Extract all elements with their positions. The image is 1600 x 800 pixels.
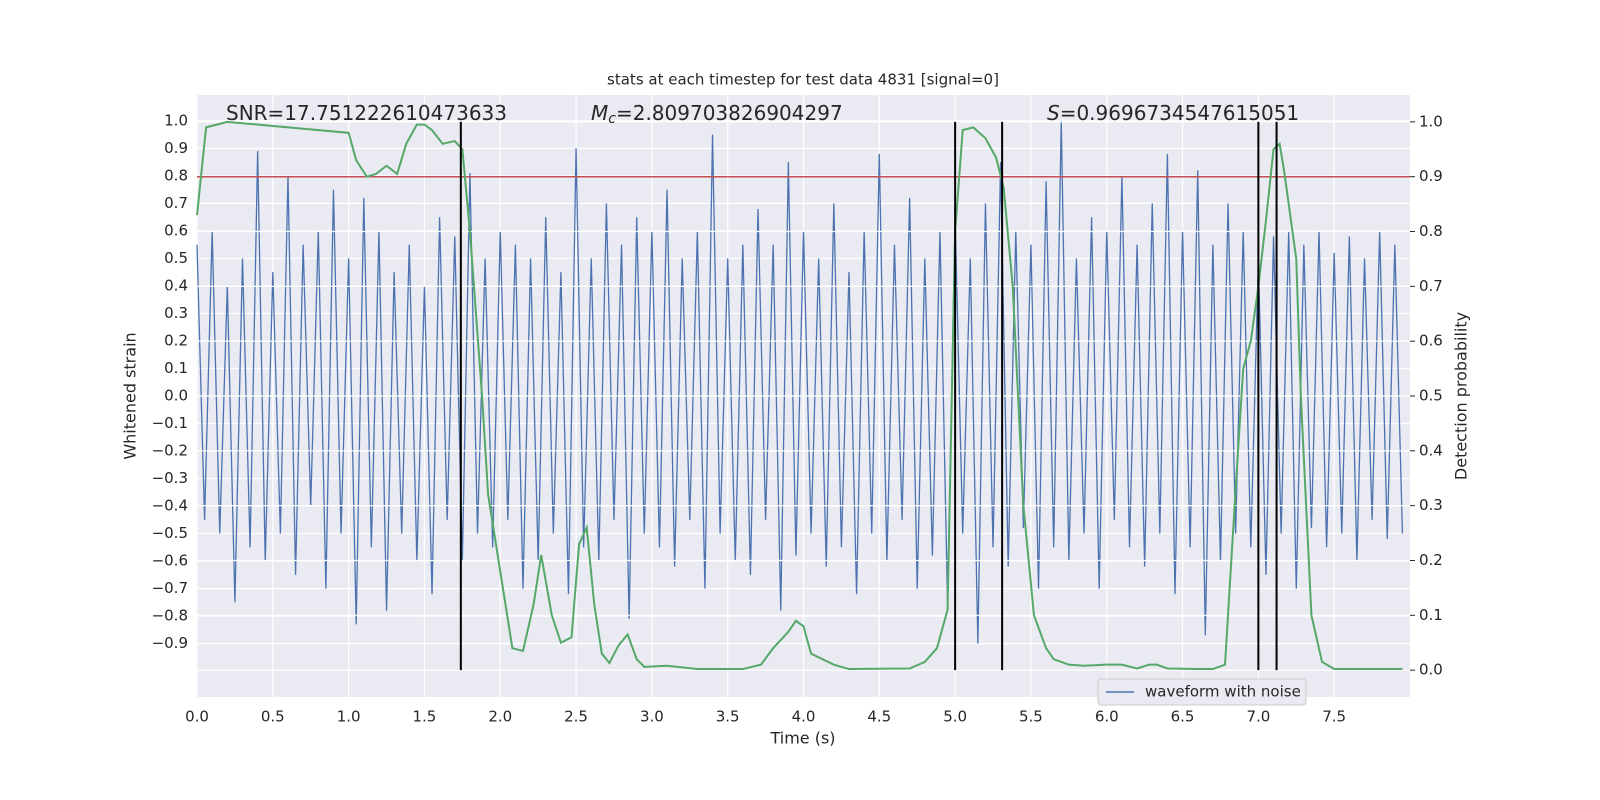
annotation-text: SNR=17.751222610473633 [226, 101, 507, 125]
x-tick-label: 0.5 [261, 708, 285, 726]
y2-tick-label: 0.3 [1419, 496, 1443, 514]
y-tick-label: 0.7 [164, 194, 188, 212]
x-tick-label: 6.5 [1171, 708, 1195, 726]
annotation: SNR=17.751222610473633 [226, 101, 507, 125]
y-tick-label: 0.9 [164, 139, 188, 157]
y-tick-label: −0.1 [152, 414, 188, 432]
x-tick-label: 7.0 [1246, 708, 1270, 726]
x-tick-label: 6.0 [1095, 708, 1119, 726]
x-tick-label: 1.5 [413, 708, 437, 726]
annotation: S=0.9696734547615051 [1047, 101, 1299, 125]
x-tick-label: 0.0 [185, 708, 209, 726]
annotation-subscript: c [608, 111, 616, 127]
y-tick-label: 0.1 [164, 359, 188, 377]
y2-tick-label: 0.0 [1419, 661, 1443, 679]
legend-box [1097, 678, 1307, 706]
y-tick-label: −0.6 [152, 552, 188, 570]
y2-tick-label: 0.2 [1419, 551, 1443, 569]
x-tick-label: 5.5 [1019, 708, 1043, 726]
x-tick-label: 3.5 [716, 708, 740, 726]
y2-axis-label: Detection probability [1452, 312, 1471, 480]
y-tick-label: 0.3 [164, 304, 188, 322]
y-tick-label: −0.5 [152, 524, 188, 542]
y-tick-label: −0.4 [152, 497, 188, 515]
y-tick-label: 0.4 [164, 276, 188, 294]
series-line [196, 120, 1404, 644]
y2-tick-label: 0.7 [1419, 277, 1443, 295]
y-tick-label: 0.5 [164, 249, 188, 267]
y2-tick-label: 0.1 [1419, 606, 1443, 624]
y-tick-label: 1.0 [164, 111, 188, 129]
x-tick-label: 5.0 [943, 708, 967, 726]
x-tick-label: 3.0 [640, 708, 664, 726]
legend-label: waveform with noise [1145, 683, 1301, 701]
x-tick-label: 4.5 [867, 708, 891, 726]
y-tick-label: −0.8 [152, 607, 188, 625]
y2-tick-label: 0.6 [1419, 332, 1443, 350]
x-tick-label: 4.0 [792, 708, 816, 726]
x-tick-label: 7.5 [1322, 708, 1346, 726]
annotation-symbol: M [591, 101, 608, 125]
y-tick-label: 0.8 [164, 166, 188, 184]
y-tick-label: 0.6 [164, 221, 188, 239]
y2-tick-label: 1.0 [1419, 112, 1443, 130]
annotation-symbol: S [1047, 101, 1060, 125]
y-tick-label: −0.3 [152, 469, 188, 487]
series-line [196, 120, 1403, 671]
y-tick-label: 0.2 [164, 331, 188, 349]
chart-title: stats at each timestep for test data 483… [607, 71, 999, 89]
y2-tick-label: 0.5 [1419, 387, 1443, 405]
annotation-text: =2.809703826904297 [616, 101, 843, 125]
y-tick-label: −0.7 [152, 579, 188, 597]
x-axis-label: Time (s) [769, 729, 835, 748]
y2-tick-label: 0.4 [1419, 441, 1443, 459]
y-tick-label: 0.0 [164, 387, 188, 405]
y2-tick-label: 0.8 [1419, 222, 1443, 240]
x-tick-label: 2.5 [564, 708, 588, 726]
annotation-text: =0.9696734547615051 [1060, 101, 1299, 125]
annotation: Mc=2.809703826904297 [591, 101, 843, 128]
y-axis-label: Whitened strain [121, 332, 140, 459]
y-tick-label: −0.9 [152, 634, 188, 652]
x-tick-label: 2.0 [488, 708, 512, 726]
x-tick-label: 1.0 [337, 708, 361, 726]
y-tick-label: −0.2 [152, 442, 188, 460]
y2-tick-label: 0.9 [1419, 167, 1443, 185]
legend: waveform with noise [1097, 678, 1307, 706]
